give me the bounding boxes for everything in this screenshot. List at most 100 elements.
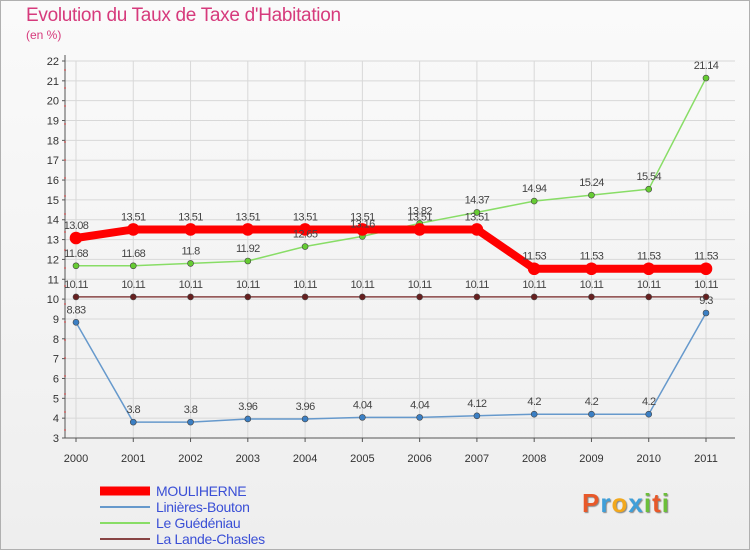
chart-subtitle: (en %) xyxy=(26,28,62,42)
data-point xyxy=(298,223,312,236)
data-label: 9.3 xyxy=(699,295,713,307)
data-label: 4.2 xyxy=(585,396,599,408)
y-tick-label: 7 xyxy=(53,354,59,366)
data-point xyxy=(187,260,194,267)
data-point xyxy=(301,243,309,250)
data-point xyxy=(187,418,194,426)
data-label: 11.68 xyxy=(121,248,145,260)
axes: 3 4 5 6 7 8 9 10 11 12 13 14 15 16 17 18 19 20 21 22 2000 200… xyxy=(47,55,735,465)
data-point xyxy=(642,262,656,276)
data-label: 10.11 xyxy=(179,279,203,291)
data-label: 15.24 xyxy=(579,177,604,189)
data-label: 10.11 xyxy=(236,279,260,291)
legend-label: MOULIHERNE xyxy=(156,483,247,499)
data-point xyxy=(72,319,80,326)
data-label: 4.04 xyxy=(410,399,429,411)
legend-label: Linières-Bouton xyxy=(156,499,250,515)
x-tick-label: 2001 xyxy=(121,453,145,465)
y-tick-label: 8 xyxy=(53,334,59,346)
y-tick-label: 17 xyxy=(47,155,59,167)
data-label: 13.51 xyxy=(465,211,490,223)
data-label: 13.51 xyxy=(407,211,432,223)
data-label: 10.11 xyxy=(293,279,317,291)
x-tick-label: 2004 xyxy=(293,453,317,465)
logo-letter: i xyxy=(643,488,653,518)
y-tick-label: 3 xyxy=(53,433,59,445)
data-label: 10.11 xyxy=(694,279,718,291)
legend-item-linieres-bouton: Linières-Bouton xyxy=(100,499,265,515)
data-point xyxy=(473,293,481,301)
data-label: 10.11 xyxy=(121,279,145,291)
data-point xyxy=(527,262,541,276)
series-line-le-gu-d-niau xyxy=(75,77,707,267)
data-point xyxy=(470,223,484,236)
data-label: 8.83 xyxy=(66,304,85,316)
x-tick-label: 2009 xyxy=(579,453,603,465)
data-label: 11.53 xyxy=(580,251,604,263)
y-tick-label: 6 xyxy=(53,373,59,385)
logo-letter: x xyxy=(628,488,644,518)
x-tick-label: 2010 xyxy=(636,453,660,465)
y-tick-label: 16 xyxy=(47,175,59,187)
data-point xyxy=(702,74,710,82)
y-tick-label: 14 xyxy=(47,215,59,227)
legend-swatch-le-guedeniau xyxy=(100,522,150,524)
y-tick-label: 20 xyxy=(47,96,59,108)
x-tick-label: 2007 xyxy=(465,453,489,465)
data-label: 11.53 xyxy=(637,251,661,263)
x-tick-label: 2011 xyxy=(694,453,718,465)
data-point xyxy=(588,191,595,199)
data-label: 10.11 xyxy=(465,279,489,291)
proxiti-logo: Proxiti xyxy=(582,488,670,519)
data-point xyxy=(244,415,252,423)
data-label: 10.11 xyxy=(580,279,604,291)
data-label: 10.11 xyxy=(408,279,432,291)
legend-item-la-lande-chasles: La Lande-Chasles xyxy=(100,531,265,547)
logo-letter: o xyxy=(611,488,629,518)
data-label: 4.12 xyxy=(467,398,486,410)
data-label: 13.51 xyxy=(178,211,203,223)
legend-label: Le Guédéniau xyxy=(156,515,241,531)
data-label: 11.68 xyxy=(64,248,88,260)
x-tick-label: 2000 xyxy=(64,453,88,465)
y-tick-label: 12 xyxy=(47,254,59,266)
data-point xyxy=(184,223,197,236)
legend-swatch-linieres-bouton xyxy=(100,506,150,508)
logo-letter: P xyxy=(582,488,601,518)
data-label: 4.2 xyxy=(527,396,541,408)
data-point xyxy=(473,412,481,420)
y-tick-label: 4 xyxy=(53,413,59,425)
legend-item-le-guedeniau: Le Guédéniau xyxy=(100,515,265,531)
data-label: 13.51 xyxy=(236,211,261,223)
data-point xyxy=(129,262,137,270)
series xyxy=(69,74,713,426)
data-label: 11.53 xyxy=(694,251,718,263)
data-point xyxy=(72,293,80,301)
data-point xyxy=(530,293,538,301)
data-label: 4.2 xyxy=(642,396,656,408)
data-point xyxy=(645,185,653,193)
data-point xyxy=(126,223,140,236)
data-label: 14.37 xyxy=(465,194,490,206)
y-tick-label: 18 xyxy=(47,135,59,147)
data-label: 12.65 xyxy=(293,229,318,241)
x-tick-label: 2008 xyxy=(522,453,546,465)
x-tick-label: 2006 xyxy=(407,453,431,465)
logo-letter: r xyxy=(600,488,612,518)
data-label: 14.94 xyxy=(522,183,547,195)
data-point xyxy=(413,223,426,236)
data-point xyxy=(359,414,366,421)
x-tick-label: 2005 xyxy=(350,453,374,465)
y-tick-label: 5 xyxy=(53,393,59,405)
data-point xyxy=(702,309,710,317)
data-point xyxy=(301,293,309,301)
data-point xyxy=(359,293,366,301)
data-point xyxy=(699,262,713,276)
legend-item-mouliherne: MOULIHERNE xyxy=(100,483,265,499)
y-tick-label: 9 xyxy=(53,314,59,326)
chart-title: Evolution du Taux de Taxe d'Habitation xyxy=(26,5,341,26)
data-label: 11.8 xyxy=(181,245,200,257)
y-tick-label: 22 xyxy=(47,56,59,68)
data-point xyxy=(244,293,252,301)
logo-letter: t xyxy=(652,488,662,518)
